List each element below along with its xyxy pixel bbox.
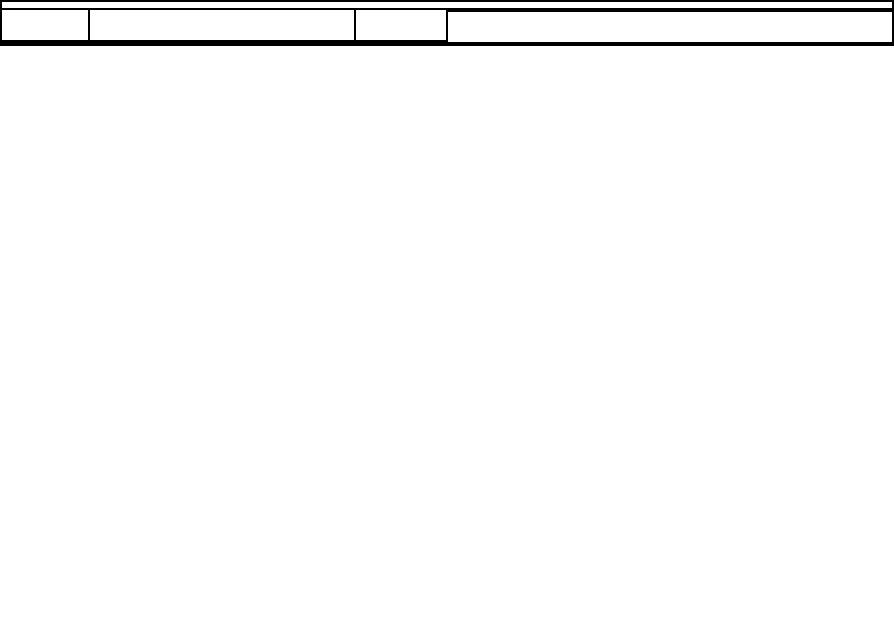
header-row-left [2,10,446,42]
header-year [2,10,90,40]
page-title [2,2,892,10]
left-column [2,10,448,42]
total-value-cell [448,10,892,42]
right-column [448,10,892,42]
header-amount [356,10,446,40]
debt-table [0,0,894,46]
header-country [90,10,356,40]
